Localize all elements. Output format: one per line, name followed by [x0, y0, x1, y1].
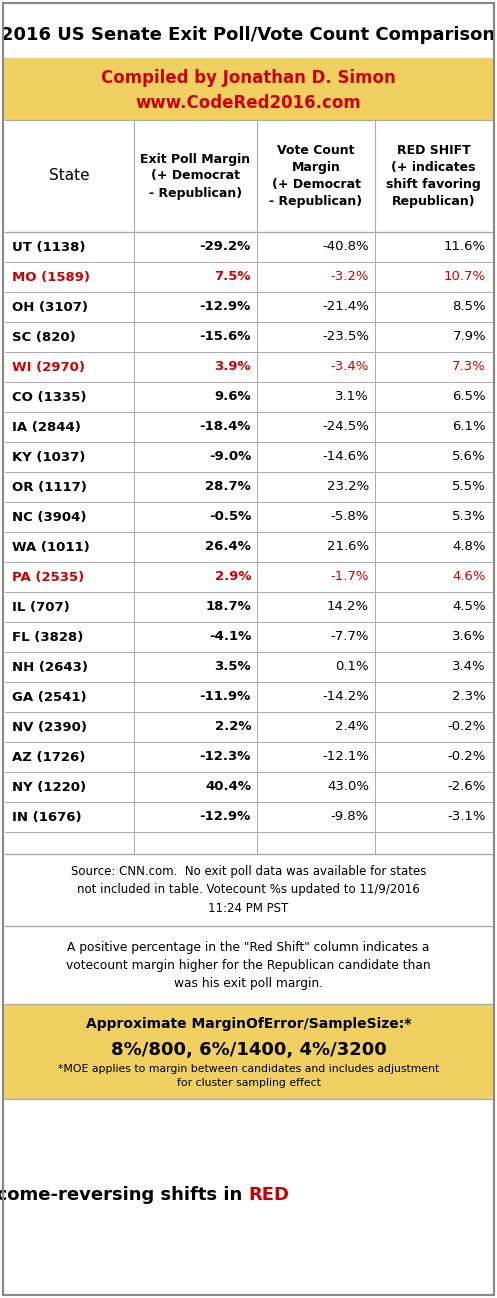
- Text: IA (2844): IA (2844): [12, 421, 81, 434]
- Text: -2.6%: -2.6%: [448, 780, 486, 793]
- Text: -12.9%: -12.9%: [200, 810, 251, 823]
- Text: 7.3%: 7.3%: [452, 361, 486, 374]
- Text: -1.7%: -1.7%: [331, 571, 369, 584]
- Text: UT (1138): UT (1138): [12, 240, 85, 253]
- Text: 43.0%: 43.0%: [327, 780, 369, 793]
- Text: 9.6%: 9.6%: [214, 391, 251, 404]
- Text: -3.1%: -3.1%: [447, 810, 486, 823]
- Text: 5.5%: 5.5%: [452, 480, 486, 493]
- Text: 4.5%: 4.5%: [452, 601, 486, 614]
- Text: -23.5%: -23.5%: [322, 331, 369, 344]
- Text: 2.4%: 2.4%: [335, 720, 369, 733]
- Text: 8.5%: 8.5%: [452, 301, 486, 314]
- Text: *MOE applies to margin between candidates and includes adjustment
for cluster sa: *MOE applies to margin between candidate…: [58, 1064, 439, 1088]
- Text: -14.6%: -14.6%: [322, 450, 369, 463]
- Text: -24.5%: -24.5%: [322, 421, 369, 434]
- Text: 6.1%: 6.1%: [452, 421, 486, 434]
- Text: -12.9%: -12.9%: [200, 301, 251, 314]
- Text: 4.6%: 4.6%: [452, 571, 486, 584]
- Text: 18.7%: 18.7%: [205, 601, 251, 614]
- Text: 3.6%: 3.6%: [452, 631, 486, 644]
- Bar: [4, 1003, 493, 1099]
- Text: WI (2970): WI (2970): [12, 361, 85, 374]
- Text: NC (3904): NC (3904): [12, 510, 86, 523]
- Text: 26.4%: 26.4%: [205, 540, 251, 553]
- Text: NH (2643): NH (2643): [12, 661, 88, 674]
- Text: -7.7%: -7.7%: [331, 631, 369, 644]
- Text: -29.2%: -29.2%: [200, 240, 251, 253]
- Text: IN (1676): IN (1676): [12, 810, 82, 823]
- Text: FL (3828): FL (3828): [12, 631, 83, 644]
- Text: 14.2%: 14.2%: [327, 601, 369, 614]
- Text: -3.2%: -3.2%: [331, 270, 369, 283]
- Text: 6.5%: 6.5%: [452, 391, 486, 404]
- Text: -0.2%: -0.2%: [448, 720, 486, 733]
- Text: State: State: [49, 169, 89, 183]
- Text: SC (820): SC (820): [12, 331, 76, 344]
- Text: www.CodeRed2016.com: www.CodeRed2016.com: [136, 93, 361, 112]
- Text: 3.1%: 3.1%: [335, 391, 369, 404]
- Bar: [4, 58, 493, 119]
- Text: IL (707): IL (707): [12, 601, 70, 614]
- Text: PA (2535): PA (2535): [12, 571, 84, 584]
- Text: MO (1589): MO (1589): [12, 270, 90, 283]
- Text: 7.5%: 7.5%: [215, 270, 251, 283]
- Text: -12.3%: -12.3%: [200, 750, 251, 763]
- Text: AZ (1726): AZ (1726): [12, 750, 85, 763]
- Text: 28.7%: 28.7%: [205, 480, 251, 493]
- Text: 21.6%: 21.6%: [327, 540, 369, 553]
- Text: -0.2%: -0.2%: [448, 750, 486, 763]
- Text: -5.8%: -5.8%: [331, 510, 369, 523]
- Text: Vote Count
Margin
(+ Democrat
- Republican): Vote Count Margin (+ Democrat - Republic…: [269, 144, 363, 208]
- Text: 2.2%: 2.2%: [215, 720, 251, 733]
- Text: -40.8%: -40.8%: [323, 240, 369, 253]
- Text: OR (1117): OR (1117): [12, 480, 87, 493]
- Text: RED SHIFT
(+ indicates
shift favoring
Republican): RED SHIFT (+ indicates shift favoring Re…: [386, 144, 481, 208]
- Text: Exit Poll Margin
(+ Democrat
- Republican): Exit Poll Margin (+ Democrat - Republica…: [141, 152, 250, 200]
- Text: Compiled by Jonathan D. Simon: Compiled by Jonathan D. Simon: [101, 69, 396, 87]
- Text: 7.9%: 7.9%: [452, 331, 486, 344]
- Text: 4.8%: 4.8%: [452, 540, 486, 553]
- Text: CO (1335): CO (1335): [12, 391, 86, 404]
- Text: -0.5%: -0.5%: [209, 510, 251, 523]
- Text: 3.9%: 3.9%: [214, 361, 251, 374]
- Text: 3.4%: 3.4%: [452, 661, 486, 674]
- Text: NV (2390): NV (2390): [12, 720, 87, 733]
- Text: 40.4%: 40.4%: [205, 780, 251, 793]
- Text: -12.1%: -12.1%: [322, 750, 369, 763]
- Text: -9.8%: -9.8%: [331, 810, 369, 823]
- Text: -15.6%: -15.6%: [200, 331, 251, 344]
- Text: 5.3%: 5.3%: [452, 510, 486, 523]
- Text: 11.6%: 11.6%: [444, 240, 486, 253]
- Text: -18.4%: -18.4%: [199, 421, 251, 434]
- Text: NY (1220): NY (1220): [12, 780, 86, 793]
- Text: 5.6%: 5.6%: [452, 450, 486, 463]
- Text: 2016 US Senate Exit Poll/Vote Count Comparison: 2016 US Senate Exit Poll/Vote Count Comp…: [1, 26, 496, 44]
- Text: 10.7%: 10.7%: [444, 270, 486, 283]
- Text: 3.5%: 3.5%: [214, 661, 251, 674]
- Text: Outcome-reversing shifts in: Outcome-reversing shifts in: [0, 1186, 248, 1205]
- Text: -14.2%: -14.2%: [322, 691, 369, 704]
- Text: -9.0%: -9.0%: [209, 450, 251, 463]
- Text: -4.1%: -4.1%: [209, 631, 251, 644]
- Text: Approximate MarginOfError/SampleSize:*: Approximate MarginOfError/SampleSize:*: [86, 1018, 411, 1031]
- Text: -21.4%: -21.4%: [322, 301, 369, 314]
- Text: GA (2541): GA (2541): [12, 691, 86, 704]
- Text: WA (1011): WA (1011): [12, 540, 90, 553]
- Text: 23.2%: 23.2%: [327, 480, 369, 493]
- Text: OH (3107): OH (3107): [12, 301, 88, 314]
- Text: RED: RED: [248, 1186, 289, 1205]
- Text: Source: CNN.com.  No exit poll data was available for states
not included in tab: Source: CNN.com. No exit poll data was a…: [71, 866, 426, 915]
- Text: -3.4%: -3.4%: [331, 361, 369, 374]
- Text: 2.9%: 2.9%: [215, 571, 251, 584]
- Text: A positive percentage in the "Red Shift" column indicates a
votecount margin hig: A positive percentage in the "Red Shift"…: [66, 941, 431, 989]
- Text: -11.9%: -11.9%: [200, 691, 251, 704]
- Text: 8%/800, 6%/1400, 4%/3200: 8%/800, 6%/1400, 4%/3200: [111, 1041, 386, 1059]
- Text: 0.1%: 0.1%: [335, 661, 369, 674]
- Text: 2.3%: 2.3%: [452, 691, 486, 704]
- Text: KY (1037): KY (1037): [12, 450, 85, 463]
